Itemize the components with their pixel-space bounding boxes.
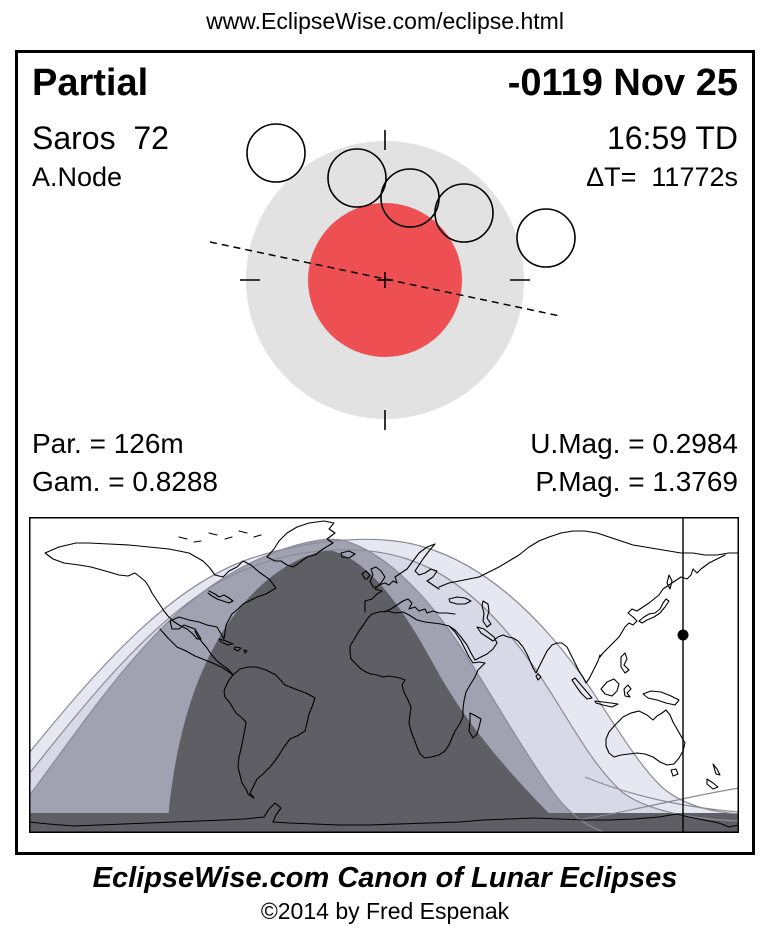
north-america-coast	[44, 542, 277, 640]
eclipse-card: Partial -0119 Nov 25 Saros 72 16:59 TD A…	[15, 50, 755, 855]
copyright-text: ©2014 by Fred Espenak	[260, 898, 510, 924]
rise-set-crossing-curve-a	[584, 776, 739, 813]
penumbral-magnitude-label: P.Mag. = 1.3769	[535, 466, 738, 497]
delta-t-label: ΔT= 11772s	[586, 162, 738, 192]
partial-duration-label: Par. = 126m	[32, 428, 184, 459]
ireland-coast	[361, 570, 371, 580]
arctic-islands	[178, 530, 262, 543]
moon-p4-circle	[516, 208, 576, 268]
sumatra	[571, 677, 593, 700]
moon-u4-circle	[434, 183, 494, 243]
new-zealand	[706, 763, 721, 790]
australia-coast	[605, 709, 686, 766]
moon-contact-circles	[246, 123, 576, 268]
antarctica-coast	[29, 802, 739, 828]
sakhalin-island	[666, 574, 673, 590]
moon-p1-circle	[246, 123, 306, 183]
visibility-map	[29, 517, 739, 833]
asia-south-coast	[448, 625, 601, 684]
umbral-magnitude-label: U.Mag. = 0.2984	[530, 428, 738, 459]
map-border	[29, 517, 739, 833]
sri-lanka	[535, 673, 542, 681]
java	[594, 700, 619, 708]
new-guinea	[642, 690, 680, 706]
eclipse-date-label: -0119 Nov 25	[507, 62, 738, 104]
south-america-coast	[223, 666, 316, 799]
total-visibility-dark-zone	[167, 550, 569, 833]
philippines	[620, 652, 630, 674]
iceland-coast	[340, 550, 356, 559]
south-polar-dark-strip	[29, 813, 739, 833]
mexico-central-america-coast	[159, 628, 234, 676]
moon-u1-circle	[327, 148, 387, 208]
gamma-label: Gam. = 0.8288	[32, 466, 219, 497]
asia-east-coast	[599, 554, 726, 658]
caribbean-islands	[218, 638, 248, 654]
black-sea	[448, 596, 472, 605]
node-label: A.Node	[32, 162, 123, 192]
borneo	[600, 678, 620, 697]
asia-arctic-coast	[438, 530, 739, 588]
greenland-coast	[266, 520, 336, 568]
mediterranean-north-shore	[383, 598, 456, 615]
madagascar-coast	[468, 712, 482, 739]
europe-coast	[364, 543, 440, 613]
canon-title: EclipseWise.com Canon of Lunar Eclipses	[92, 862, 678, 894]
coastlines	[29, 520, 739, 828]
britain-coast	[369, 566, 386, 588]
eclipse-type-label: Partial	[32, 62, 149, 104]
japan-islands	[638, 598, 670, 624]
shadow-diagram	[209, 123, 576, 430]
saros-label: Saros 72	[32, 120, 169, 156]
band-boundary-curves	[29, 538, 739, 833]
caspian-sea	[481, 600, 492, 628]
site-url-text: www.EclipseWise.com/eclipse.html	[206, 8, 564, 34]
shadow-axis-ticks	[240, 130, 530, 430]
moon-zenith-dot	[677, 629, 689, 641]
tasmania	[670, 768, 679, 777]
greatest-time-label: 16:59 TD	[606, 120, 738, 156]
sulawesi	[623, 684, 632, 698]
rise-set-crossing-curve-b	[576, 787, 739, 821]
great-lakes	[207, 590, 234, 604]
